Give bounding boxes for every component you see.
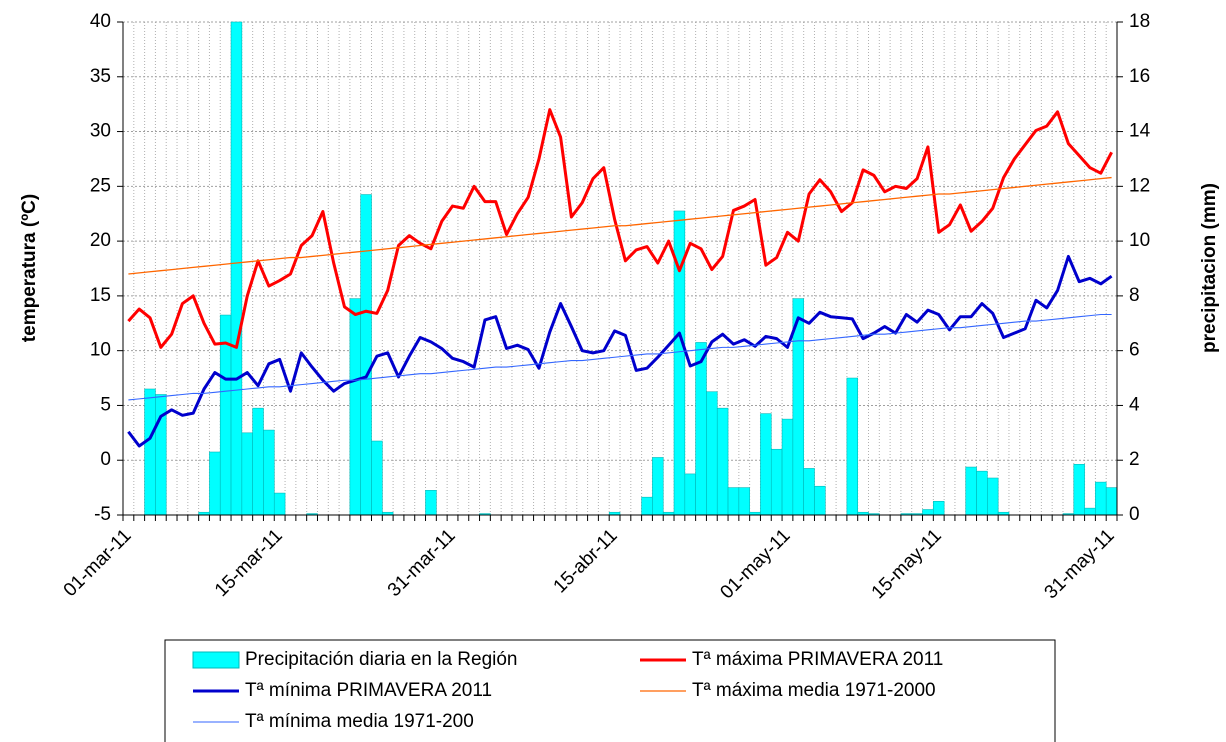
bar	[770, 448, 783, 516]
y2-tick-label: 2	[1129, 449, 1140, 470]
bar	[846, 377, 858, 516]
bar	[360, 194, 372, 516]
x-tick-label: 15-may-11	[868, 525, 946, 603]
x-tick-label: 31-may-11	[1041, 525, 1119, 603]
x-tick-label: 31-mar-11	[384, 525, 460, 601]
bar	[209, 451, 221, 516]
y-tick-label: 25	[90, 175, 111, 196]
x-tick-label: 01-may-11	[716, 525, 794, 603]
bar	[803, 468, 815, 516]
bar	[425, 490, 437, 516]
legend-box	[164, 639, 1056, 742]
bar	[781, 418, 794, 516]
bar	[371, 440, 383, 516]
line	[128, 313, 1112, 401]
bar	[933, 501, 945, 516]
bar	[727, 487, 740, 516]
y2-tick-label: 14	[1129, 121, 1151, 142]
bar	[965, 466, 977, 516]
y2-tick-label: 8	[1129, 285, 1140, 306]
bar	[987, 477, 999, 516]
y-tick-label: 10	[90, 340, 111, 361]
line	[127, 108, 1113, 349]
x-tick-label: 01-mar-11	[60, 525, 136, 601]
y2-tick-label: 12	[1129, 175, 1150, 196]
bar	[1095, 481, 1107, 516]
bar	[263, 429, 275, 516]
y-tick-label: 20	[90, 230, 111, 251]
y2-tick-label: 6	[1129, 340, 1140, 361]
legend-label: Tª mínima PRIMAVERA 2011	[245, 680, 492, 701]
bar	[144, 388, 156, 516]
y2-tick-label: 16	[1129, 66, 1150, 87]
bar	[695, 342, 707, 516]
bar	[241, 432, 253, 516]
bar	[1073, 464, 1085, 516]
y-tick-label: 35	[90, 66, 111, 87]
line	[127, 254, 1113, 448]
y-tick-label: 15	[90, 285, 111, 306]
bar	[922, 509, 934, 516]
legend-label: Precipitación diaria en la Región	[245, 649, 518, 670]
bar	[652, 457, 664, 516]
bar	[976, 470, 988, 516]
y2-tick-label: 18	[1129, 11, 1150, 32]
y-tick-label: 30	[90, 121, 111, 142]
legend-label: Tª máxima media 1971-2000	[692, 680, 936, 701]
legend-label: Tª mínima media 1971-200	[245, 711, 474, 732]
bar	[230, 21, 243, 516]
bar	[684, 473, 696, 516]
y2-axis-title: precipitacion (mm)	[1199, 183, 1220, 353]
bar	[716, 407, 729, 516]
y2-tick-label: 4	[1129, 394, 1140, 415]
bar	[814, 485, 826, 516]
bar	[1105, 487, 1118, 516]
bar	[641, 496, 653, 516]
y2-tick-label: 0	[1129, 504, 1140, 525]
y-tick-label: 40	[90, 11, 111, 32]
bar	[273, 492, 286, 516]
line	[128, 176, 1112, 275]
y-tick-label: 5	[100, 394, 111, 415]
legend-key	[192, 651, 240, 669]
bar	[1084, 507, 1096, 516]
bar	[349, 298, 361, 516]
bar	[706, 391, 718, 516]
bar	[738, 487, 750, 516]
x-tick-label: 15-abr-11	[550, 525, 622, 597]
y2-tick-label: 10	[1129, 230, 1150, 251]
x-tick-label: 15-mar-11	[211, 525, 287, 601]
y-tick-label: -5	[94, 504, 111, 525]
y-axis-title: temperatura (ºC)	[19, 194, 40, 342]
legend-label: Tª máxima PRIMAVERA 2011	[692, 649, 943, 670]
y-tick-label: 0	[100, 449, 111, 470]
bar	[760, 413, 772, 516]
bar	[252, 407, 264, 516]
